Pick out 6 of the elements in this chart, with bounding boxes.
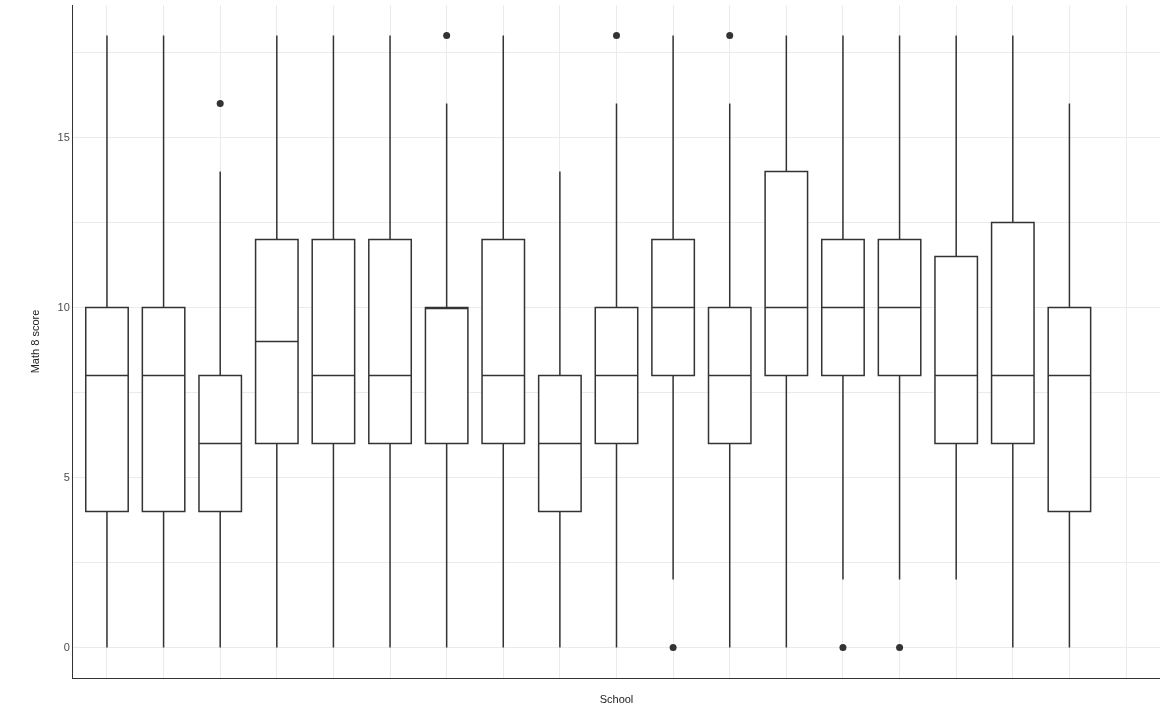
y-tick-label: 15: [57, 131, 70, 144]
x-axis-title: School: [599, 693, 634, 706]
y-tick-label: 5: [63, 471, 70, 484]
y-tick-label: 10: [57, 301, 70, 314]
y-tick-label: 0: [63, 641, 70, 654]
y-axis-title: Math 8 score: [29, 309, 42, 374]
